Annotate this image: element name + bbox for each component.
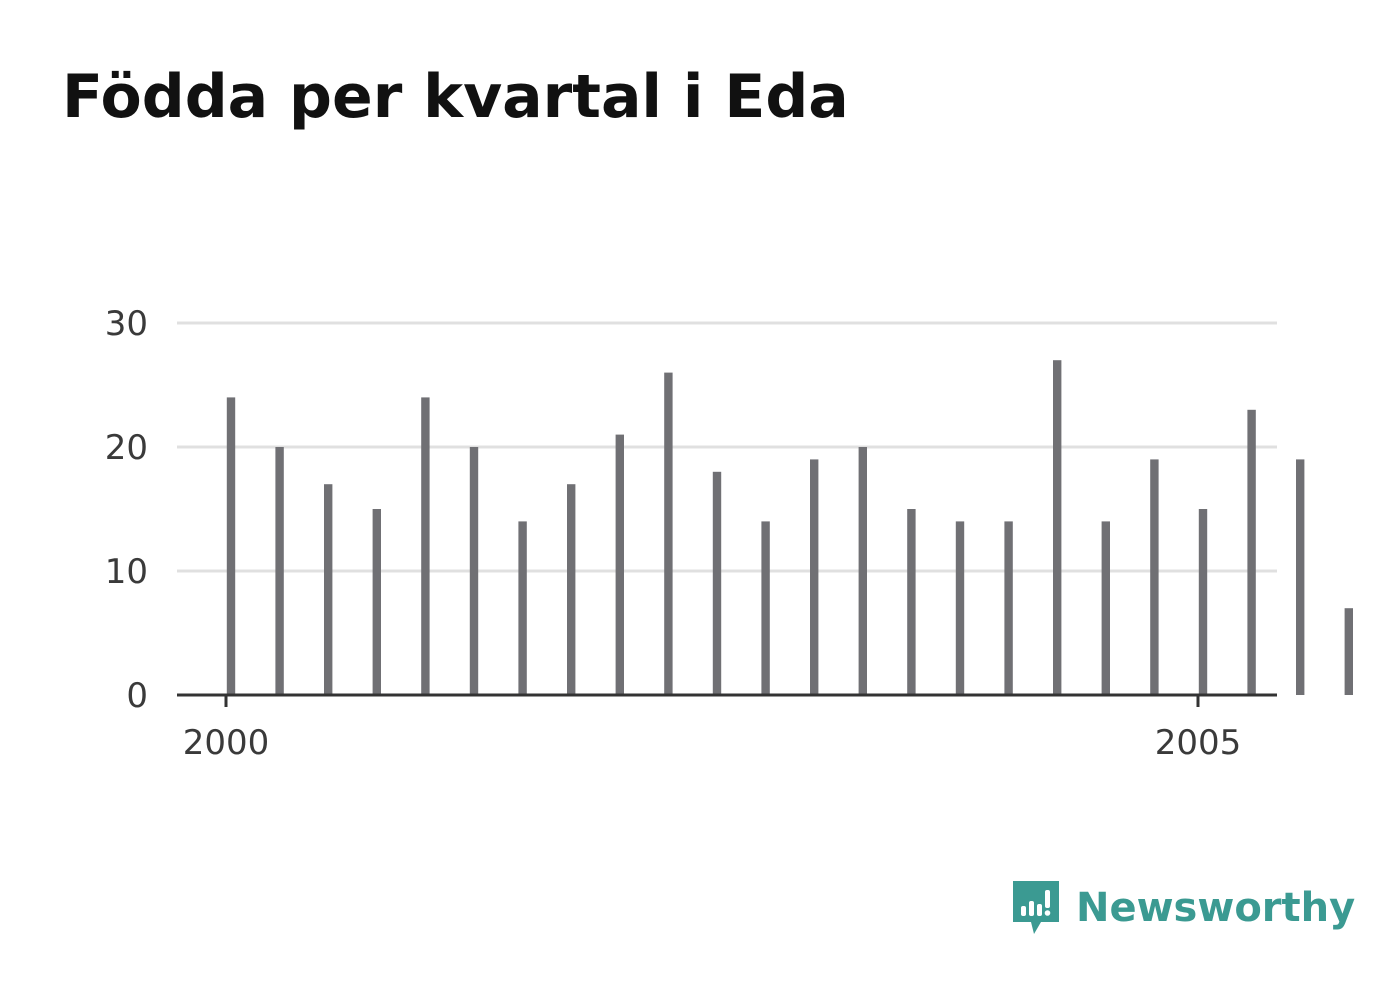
bar xyxy=(421,397,430,695)
bar xyxy=(907,509,916,695)
bar xyxy=(1247,409,1256,695)
bar xyxy=(1150,459,1159,695)
bar xyxy=(1198,509,1208,695)
bar xyxy=(761,521,770,695)
gridlines xyxy=(177,321,1277,573)
newsworthy-logo-icon xyxy=(1013,881,1059,934)
bars xyxy=(226,360,1353,695)
bar xyxy=(858,447,867,695)
labels: 010203020002005201020152020202511 xyxy=(105,304,1242,763)
bar xyxy=(1004,521,1013,695)
chart-title: Födda per kvartal i Eda xyxy=(62,62,849,132)
bar xyxy=(1053,360,1062,695)
bar xyxy=(372,509,381,695)
bar xyxy=(712,471,722,695)
bar xyxy=(1344,608,1353,695)
y-tick-label: 0 xyxy=(126,676,148,716)
bar xyxy=(226,397,236,695)
x-axis xyxy=(177,693,1277,707)
bar xyxy=(469,447,479,695)
brand-name: Newsworthy xyxy=(1076,885,1356,931)
bar xyxy=(955,521,965,695)
bar xyxy=(810,459,819,695)
newsworthy-logo: Newsworthy xyxy=(1010,878,1355,938)
bar xyxy=(615,434,624,695)
y-tick-label: 20 xyxy=(105,428,148,468)
bar xyxy=(275,447,284,695)
y-tick-label: 30 xyxy=(105,304,148,344)
bar xyxy=(518,521,527,695)
bar xyxy=(567,484,576,695)
x-tick-label: 2005 xyxy=(1155,723,1242,763)
bar xyxy=(324,484,333,695)
x-tick-label: 2000 xyxy=(183,723,270,763)
bar xyxy=(1101,521,1110,695)
y-tick-label: 10 xyxy=(105,552,148,592)
bar xyxy=(664,372,673,695)
bar xyxy=(1296,459,1305,695)
